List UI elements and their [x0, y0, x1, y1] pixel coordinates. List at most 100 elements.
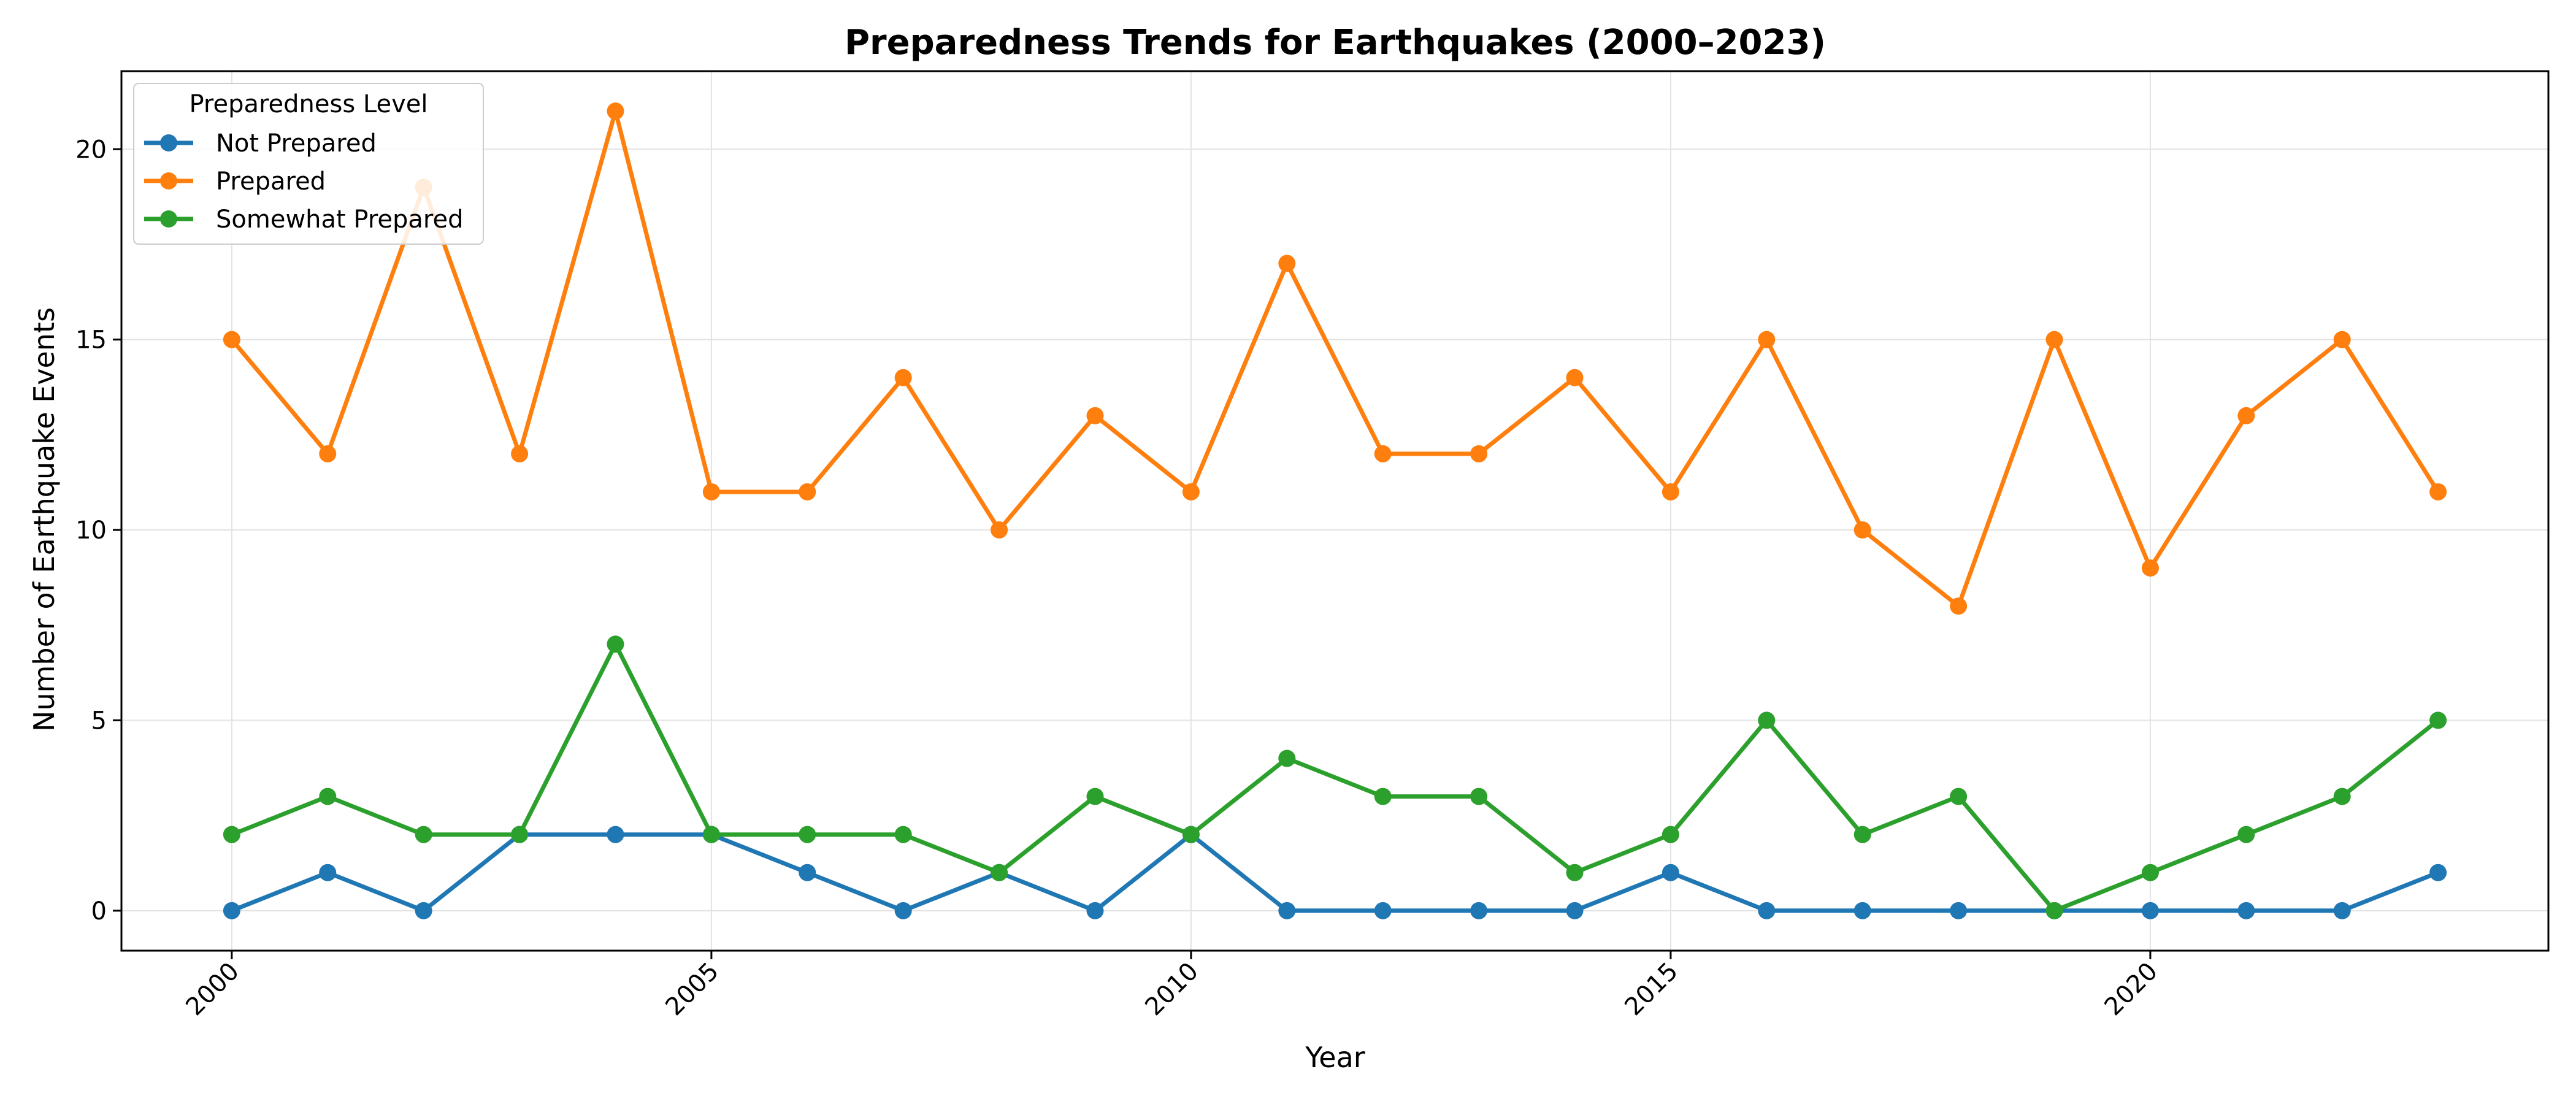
y-tick-label: 0 [91, 897, 107, 926]
y-tick-label: 15 [75, 326, 107, 355]
data-point-somewhat-prepared [2237, 826, 2255, 843]
axis-ticks: 2000 2005 2010 2015 2020 0 5 10 15 20 [75, 136, 2163, 1021]
legend-label: Prepared [216, 167, 326, 196]
data-point-somewhat-prepared [1278, 749, 1296, 767]
data-point-not-prepared [319, 864, 337, 881]
data-point-prepared [1182, 483, 1200, 500]
data-point-prepared [1950, 597, 1968, 615]
series-prepared [223, 102, 2447, 615]
data-point-not-prepared [223, 902, 240, 919]
legend-box [133, 83, 484, 245]
data-point-somewhat-prepared [702, 826, 720, 843]
x-axis-label: Year [1305, 1041, 1365, 1074]
data-point-prepared [2429, 483, 2447, 500]
data-point-prepared [702, 483, 720, 500]
data-point-somewhat-prepared [2141, 864, 2159, 881]
data-point-prepared [1086, 407, 1104, 424]
data-point-somewhat-prepared [319, 788, 337, 805]
data-point-prepared [1758, 331, 1776, 348]
data-point-somewhat-prepared [2333, 788, 2351, 805]
y-tick-label: 10 [75, 516, 107, 545]
data-point-somewhat-prepared [1853, 826, 1871, 843]
legend-item-prepared: Prepared [144, 167, 326, 196]
x-tick-label: 2010 [1140, 957, 1204, 1022]
data-point-not-prepared [1374, 902, 1392, 919]
legend-items: Not Prepared Prepared Somewhat Prepared [144, 129, 463, 234]
legend-label: Somewhat Prepared [216, 205, 463, 234]
data-point-prepared [2237, 407, 2255, 424]
legend-marker [160, 134, 177, 151]
plot-area-frame [120, 70, 2550, 952]
data-point-not-prepared [2237, 902, 2255, 919]
series-line-somewhat-prepared [231, 642, 2440, 913]
data-point-not-prepared [1566, 902, 1584, 919]
legend-label: Not Prepared [216, 129, 377, 158]
data-point-not-prepared [2141, 902, 2159, 919]
x-tick-label: 2000 [180, 957, 245, 1022]
data-point-prepared [894, 369, 912, 386]
data-point-prepared [991, 521, 1008, 539]
data-point-somewhat-prepared [2429, 711, 2447, 729]
data-point-somewhat-prepared [607, 635, 624, 653]
data-point-prepared [1470, 445, 1488, 462]
data-point-not-prepared [607, 826, 624, 843]
data-point-somewhat-prepared [1470, 788, 1488, 805]
y-axis-label: Number of Earthquake Events [28, 307, 61, 732]
data-point-prepared [2045, 331, 2063, 348]
data-point-not-prepared [1950, 902, 1968, 919]
data-point-somewhat-prepared [1950, 788, 1968, 805]
data-point-prepared [1278, 255, 1296, 272]
data-point-somewhat-prepared [415, 826, 432, 843]
legend-item-somewhat-prepared: Somewhat Prepared [144, 205, 463, 234]
series-not-prepared [223, 826, 2447, 919]
data-point-somewhat-prepared [1566, 864, 1584, 881]
data-point-somewhat-prepared [223, 826, 240, 843]
data-point-not-prepared [2333, 902, 2351, 919]
data-point-prepared [1662, 483, 1679, 500]
series-layer [223, 102, 2447, 919]
data-point-somewhat-prepared [1086, 788, 1104, 805]
data-point-prepared [1566, 369, 1584, 386]
series-line-prepared [230, 109, 2440, 608]
data-point-somewhat-prepared [1662, 826, 1679, 843]
data-point-somewhat-prepared [1182, 826, 1200, 843]
chart-title: Preparedness Trends for Earthquakes (200… [845, 23, 1826, 63]
data-point-prepared [511, 445, 529, 462]
y-tick-label: 20 [75, 136, 107, 164]
legend-item-not-prepared: Not Prepared [144, 129, 377, 158]
data-point-not-prepared [1758, 902, 1776, 919]
data-point-not-prepared [1278, 902, 1296, 919]
data-point-prepared [1374, 445, 1392, 462]
data-point-prepared [607, 102, 624, 120]
data-point-prepared [2141, 559, 2159, 577]
data-point-not-prepared [1853, 902, 1871, 919]
y-tick-label: 5 [91, 707, 107, 735]
data-point-not-prepared [1662, 864, 1679, 881]
x-tick-label: 2005 [660, 957, 724, 1022]
data-point-not-prepared [1470, 902, 1488, 919]
data-point-somewhat-prepared [799, 826, 816, 843]
data-point-not-prepared [894, 902, 912, 919]
legend-title: Preparedness Level [189, 90, 427, 118]
legend-marker [160, 172, 177, 190]
data-point-prepared [2333, 331, 2351, 348]
data-point-somewhat-prepared [991, 864, 1008, 881]
data-point-somewhat-prepared [1374, 788, 1392, 805]
x-tick-label: 2015 [1619, 957, 1684, 1022]
data-point-prepared [223, 331, 240, 348]
data-point-somewhat-prepared [894, 826, 912, 843]
series-somewhat-prepared [223, 635, 2447, 919]
legend: Preparedness Level Not Prepared Prepared S… [133, 83, 484, 245]
x-tick-label: 2020 [2099, 957, 2163, 1022]
data-point-somewhat-prepared [511, 826, 529, 843]
data-point-not-prepared [2429, 864, 2447, 881]
data-point-prepared [1853, 521, 1871, 539]
data-point-not-prepared [1086, 902, 1104, 919]
legend-marker [160, 210, 177, 228]
series-line-not-prepared [231, 832, 2439, 913]
data-point-not-prepared [415, 902, 432, 919]
data-point-somewhat-prepared [2045, 902, 2063, 919]
data-point-prepared [319, 445, 337, 462]
data-point-somewhat-prepared [1758, 711, 1776, 729]
